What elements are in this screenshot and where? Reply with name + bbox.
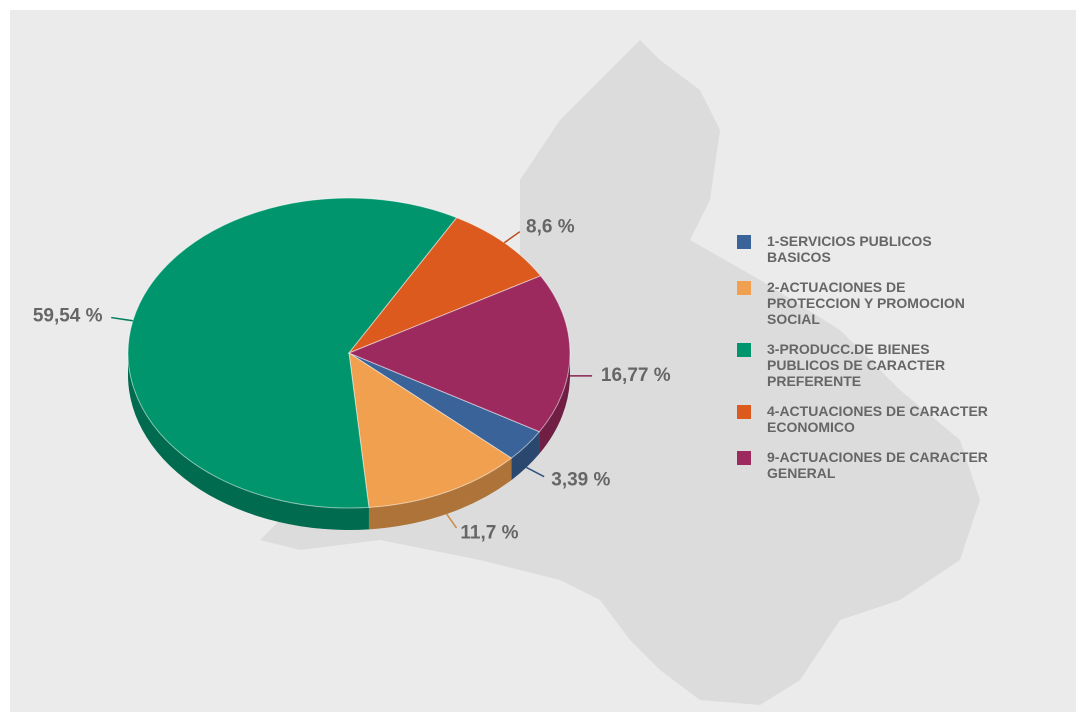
data-label: 8,6 % xyxy=(526,216,575,237)
data-label: 59,54 % xyxy=(33,305,103,326)
legend-label: 4-ACTUACIONES DE CARACTER ECONOMICO xyxy=(767,403,988,435)
pie-side xyxy=(368,458,512,530)
legend-swatch xyxy=(737,281,751,295)
pie-side xyxy=(511,431,540,481)
legend-item: 1-SERVICIOS PUBLICOS BASICOS xyxy=(737,233,1007,265)
legend-label: 2-ACTUACIONES DE PROTECCION Y PROMOCION … xyxy=(767,279,965,327)
leader-line xyxy=(111,316,133,322)
pie-side xyxy=(539,353,570,454)
legend-label: 1-SERVICIOS PUBLICOS BASICOS xyxy=(767,233,932,265)
data-label: 16,77 % xyxy=(601,365,671,386)
map-shape xyxy=(260,40,980,705)
data-label: 3,39 % xyxy=(551,469,610,490)
legend-swatch xyxy=(737,405,751,419)
legend-item: 9-ACTUACIONES DE CARACTER GENERAL xyxy=(737,449,1007,481)
pie-slice xyxy=(348,351,513,508)
data-label: 11,7 % xyxy=(460,523,518,544)
legend-item: 4-ACTUACIONES DE CARACTER ECONOMICO xyxy=(737,403,1007,435)
legend-item: 3-PRODUCC.DE BIENES PUBLICOS DE CARACTER… xyxy=(737,341,1007,389)
legend-swatch xyxy=(737,451,751,465)
pie-slice xyxy=(347,275,571,433)
legend-swatch xyxy=(737,235,751,249)
legend-label: 3-PRODUCC.DE BIENES PUBLICOS DE CARACTER… xyxy=(767,341,946,389)
legend: 1-SERVICIOS PUBLICOS BASICOS 2-ACTUACIONE… xyxy=(737,233,1007,481)
legend-swatch xyxy=(737,343,751,357)
leader-line xyxy=(526,466,545,478)
leader-line xyxy=(446,513,458,529)
leader-line xyxy=(503,231,521,244)
legend-label: 9-ACTUACIONES DE CARACTER GENERAL xyxy=(767,449,988,481)
legend-item: 2-ACTUACIONES DE PROTECCION Y PROMOCION … xyxy=(737,279,1007,327)
pie-slice xyxy=(127,197,458,509)
pie-side xyxy=(128,353,369,531)
pie-slice xyxy=(347,217,542,355)
